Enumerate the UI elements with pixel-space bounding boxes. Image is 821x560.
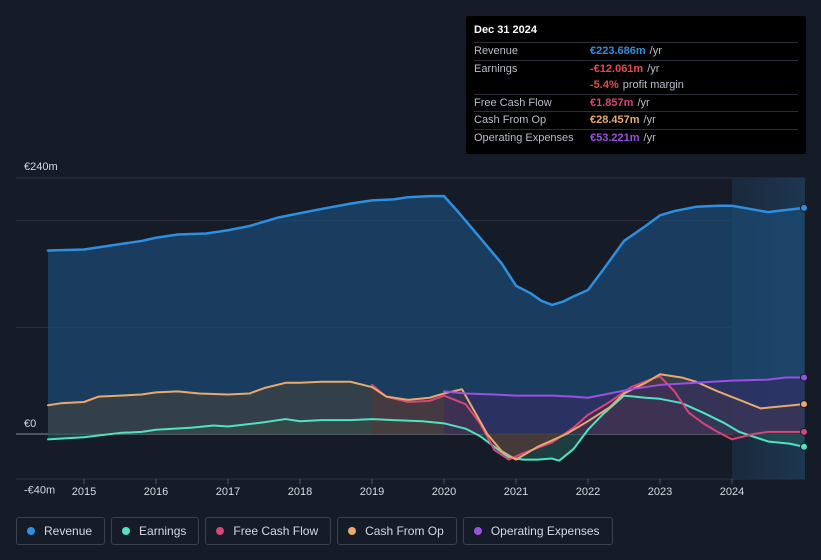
x-tick-label: 2022	[576, 486, 600, 498]
tooltip-value: €53.221m	[590, 131, 640, 144]
tooltip-row-profit-margin: -5.4% profit margin	[474, 77, 798, 94]
revenue-area	[48, 196, 804, 434]
tooltip-unit: profit margin	[622, 79, 684, 92]
x-tick-label: 2023	[648, 486, 672, 498]
tooltip-value: €1.857m	[590, 96, 634, 109]
legend-label: Free Cash Flow	[233, 524, 319, 538]
tooltip-label: Revenue	[474, 45, 519, 58]
x-tick-label: 2017	[216, 486, 240, 498]
x-tick-label: 2018	[288, 486, 312, 498]
legend-item-free-cash-flow[interactable]: Free Cash Flow	[205, 517, 332, 545]
y-axis-label: -€40m	[24, 485, 55, 497]
tooltip-label: Operating Expenses	[474, 131, 574, 144]
tooltip-unit: /yr	[647, 62, 660, 75]
opex-line	[443, 376, 805, 399]
x-tick-label: 2019	[360, 486, 384, 498]
legend: Revenue Earnings Free Cash Flow Cash Fro…	[16, 517, 613, 545]
legend-item-revenue[interactable]: Revenue	[16, 517, 106, 545]
legend-dot-icon	[122, 527, 131, 535]
tooltip-row-cfo: Cash From Op €28.457m /yr	[474, 111, 798, 129]
tooltip-value: -€12.061m	[590, 62, 644, 75]
x-tick-label: 2015	[72, 486, 96, 498]
x-tick-label: 2020	[432, 486, 456, 498]
tooltip-panel: Dec 31 2024 Revenue €223.686m /yr Earnin…	[466, 16, 806, 154]
tooltip-unit: /yr	[643, 131, 656, 144]
tooltip-value: -5.4%	[590, 79, 619, 92]
tooltip-unit: /yr	[637, 96, 650, 109]
legend-label: Earnings	[139, 524, 187, 538]
cfo-end-point	[800, 400, 808, 409]
tooltip-row-earnings: Earnings -€12.061m /yr	[474, 59, 798, 78]
cfo-line	[47, 373, 805, 461]
tooltip-unit: /yr	[643, 114, 656, 127]
fcf-line	[371, 375, 805, 461]
legend-dot-icon	[348, 527, 357, 535]
x-tick-label: 2024	[720, 486, 744, 498]
y-axis-label: €240m	[24, 161, 58, 173]
legend-item-earnings[interactable]: Earnings	[111, 517, 200, 545]
revenue-end-point	[800, 203, 808, 212]
y-axis-label: €0	[24, 418, 36, 430]
legend-label: Operating Expenses	[490, 524, 600, 538]
cfo-area	[48, 374, 804, 460]
legend-dot-icon	[473, 527, 482, 535]
legend-dot-icon	[27, 527, 35, 535]
legend-label: Cash From Op	[365, 524, 444, 538]
tooltip-row-opex: Operating Expenses €53.221m /yr	[474, 128, 798, 147]
fcf-end-point	[800, 427, 808, 436]
opex-end-point	[800, 373, 808, 382]
earnings-end-point	[800, 442, 808, 451]
legend-dot-icon	[216, 527, 225, 535]
tooltip-value: €223.686m	[590, 45, 646, 58]
tooltip-row-revenue: Revenue €223.686m /yr	[474, 42, 798, 60]
tooltip-row-fcf: Free Cash Flow €1.857m /yr	[474, 93, 798, 112]
x-tick-label: 2016	[144, 486, 168, 498]
tooltip-label: Cash From Op	[474, 114, 547, 127]
opex-area	[444, 377, 804, 434]
earnings-line	[47, 394, 805, 462]
tooltip-label: Free Cash Flow	[474, 96, 552, 109]
legend-item-cash-from-op[interactable]: Cash From Op	[337, 517, 457, 545]
tooltip-date: Dec 31 2024	[474, 24, 537, 36]
tooltip-label: Earnings	[474, 62, 518, 75]
legend-item-operating-expenses[interactable]: Operating Expenses	[462, 517, 613, 545]
revenue-line	[46, 194, 806, 307]
legend-label: Revenue	[44, 524, 93, 538]
tooltip-unit: /yr	[649, 45, 662, 58]
tooltip-value: €28.457m	[590, 114, 640, 127]
x-tick-label: 2021	[504, 486, 528, 498]
